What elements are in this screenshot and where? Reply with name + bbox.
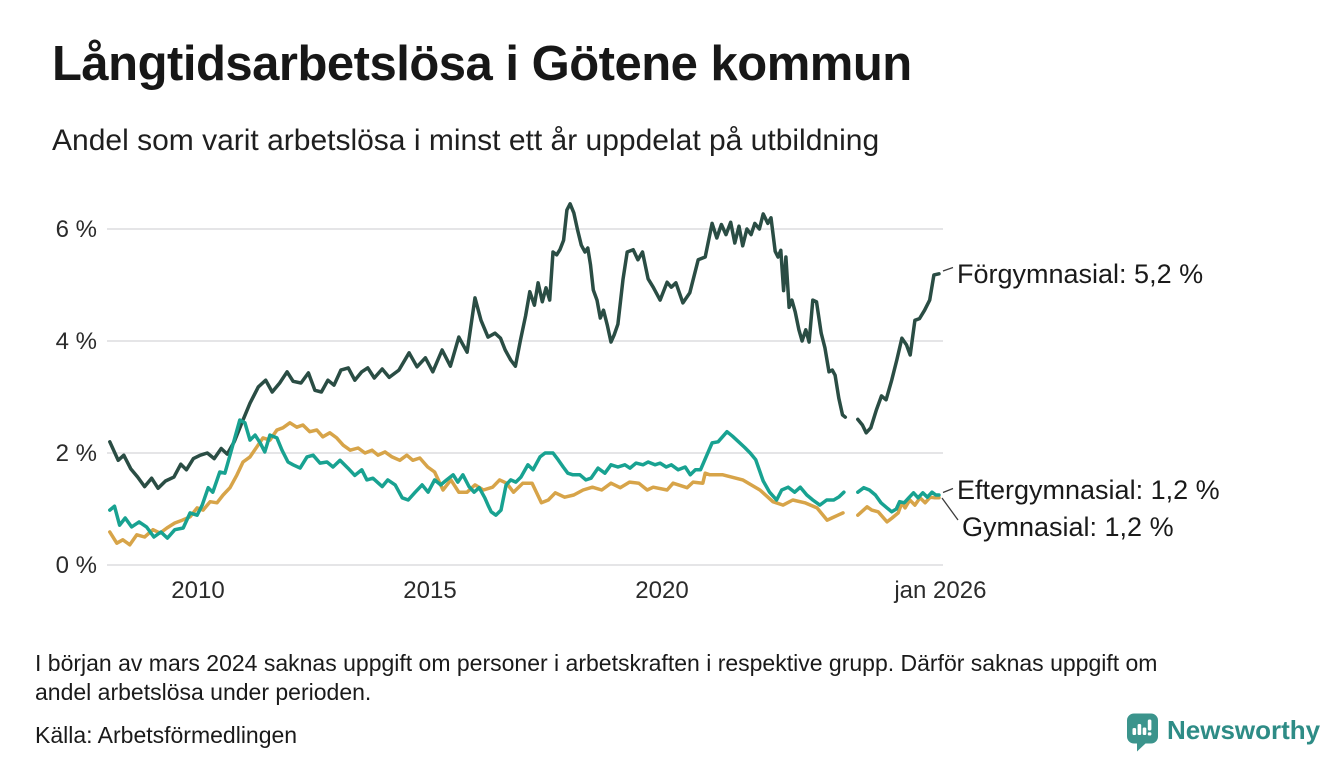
series-line-förgymnasial (108, 202, 848, 491)
page-title: Långtidsarbetslösa i Götene kommun (52, 37, 912, 91)
label-connector-line (941, 497, 959, 521)
series-line-eftergymnasial (856, 485, 941, 514)
x-axis-tick-label: 2015 (403, 577, 456, 604)
series-end-label-forgymnasial: Förgymnasial: 5,2 % (957, 259, 1204, 289)
x-axis-tick-label: jan 2026 (893, 577, 986, 604)
label-connector-line (942, 487, 954, 494)
x-axis-tick-label: 2010 (171, 577, 224, 604)
footnote: I början av mars 2024 saknas uppgift om … (35, 649, 1157, 707)
newsworthy-logo-icon (1127, 713, 1158, 752)
series-end-label-gymnasial: Gymnasial: 1,2 % (962, 512, 1174, 542)
footnote-line-1: I början av mars 2024 saknas uppgift om … (35, 650, 1158, 676)
source-attribution: Källa: Arbetsförmedlingen (35, 722, 298, 748)
newsworthy-logo-text: Newsworthy (1167, 715, 1321, 745)
series-line-gymnasial (108, 421, 845, 547)
y-axis-tick-label: 4 % (56, 328, 97, 355)
x-axis-tick-label: 2020 (635, 577, 688, 604)
page-subtitle: Andel som varit arbetslösa i minst ett å… (52, 124, 880, 157)
y-axis-tick-label: 0 % (56, 552, 97, 579)
newsworthy-logo[interactable]: Newsworthy (1126, 713, 1320, 752)
series-line-eftergymnasial (108, 418, 846, 540)
series-line-gymnasial (856, 495, 941, 524)
y-axis-tick-label: 2 % (56, 440, 97, 467)
label-connector-line (942, 266, 954, 272)
footnote-line-2: andel arbetslösa under perioden. (35, 679, 372, 705)
series-line-förgymnasial (856, 272, 941, 435)
series-end-label-eftergymnasial: Eftergymnasial: 1,2 % (957, 475, 1220, 505)
y-axis-tick-label: 6 % (56, 216, 97, 243)
